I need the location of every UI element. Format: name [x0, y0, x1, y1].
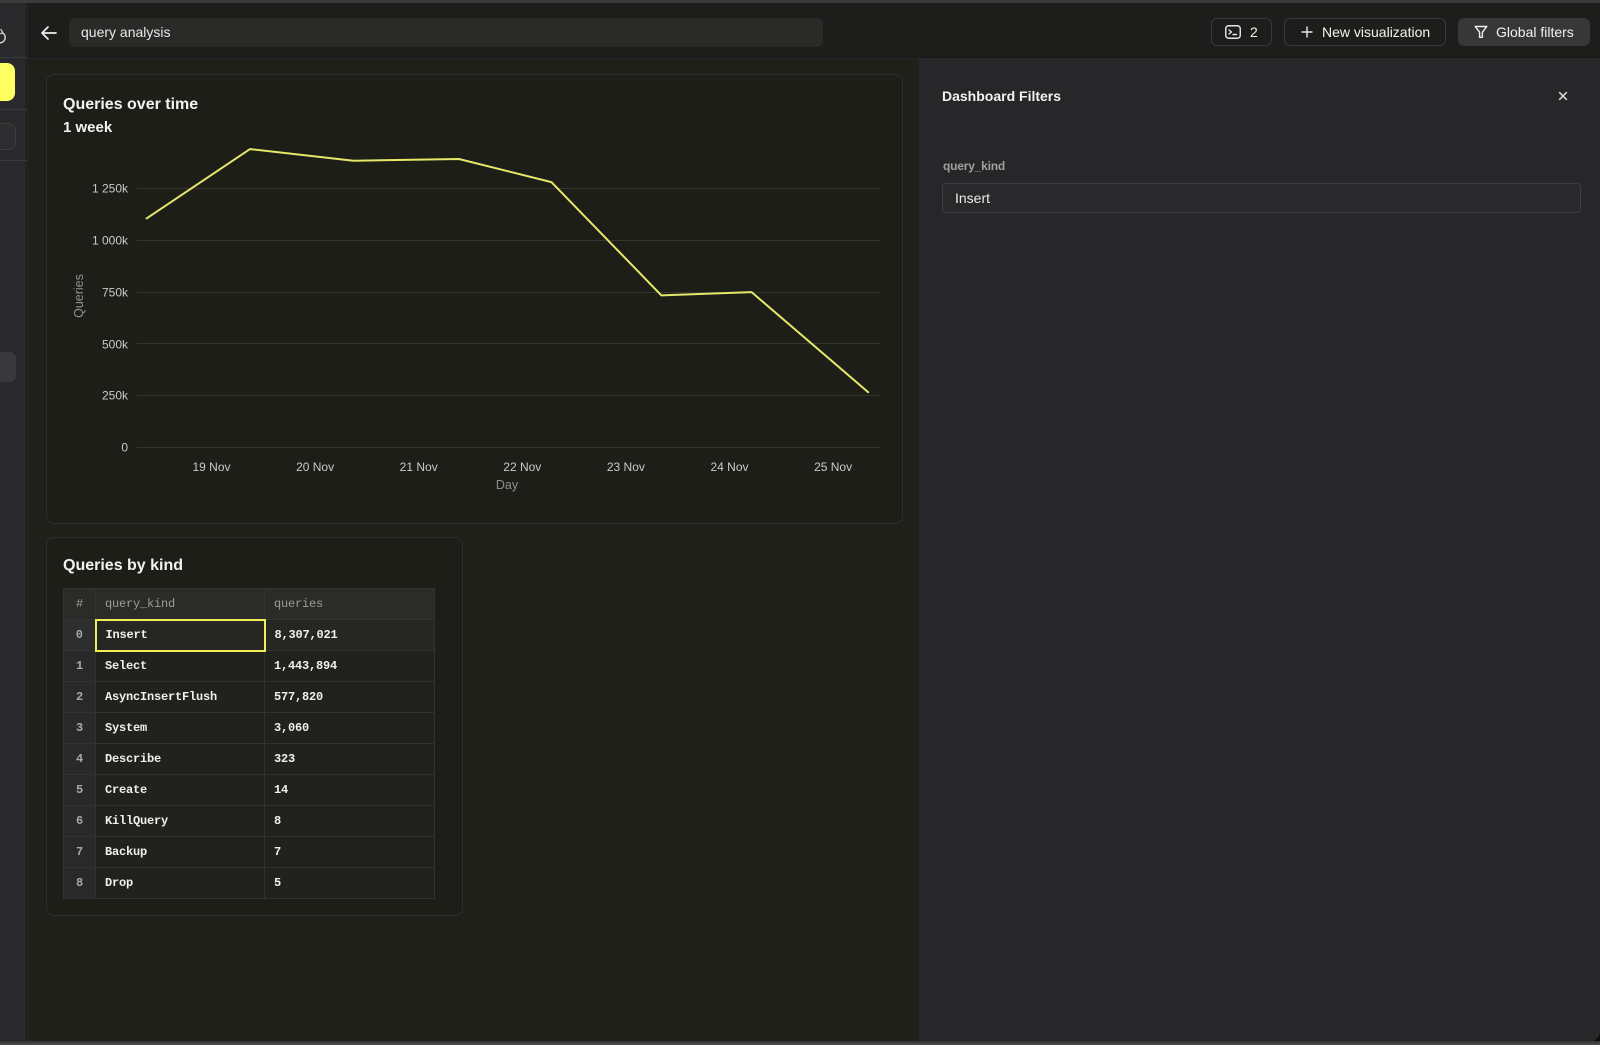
svg-text:21 Nov: 21 Nov: [400, 460, 438, 474]
svg-text:250k: 250k: [102, 389, 129, 403]
svg-text:19 Nov: 19 Nov: [192, 460, 230, 474]
svg-text:750k: 750k: [102, 286, 129, 300]
svg-text:22 Nov: 22 Nov: [503, 460, 541, 474]
svg-text:Queries: Queries: [72, 274, 86, 318]
svg-text:25 Nov: 25 Nov: [814, 460, 852, 474]
svg-text:0: 0: [121, 441, 128, 455]
svg-text:Day: Day: [496, 478, 519, 492]
svg-text:1 000k: 1 000k: [92, 234, 129, 248]
svg-text:24 Nov: 24 Nov: [710, 460, 748, 474]
svg-text:1 250k: 1 250k: [92, 182, 129, 196]
svg-text:23 Nov: 23 Nov: [607, 460, 645, 474]
svg-text:20 Nov: 20 Nov: [296, 460, 334, 474]
svg-text:500k: 500k: [102, 338, 129, 352]
